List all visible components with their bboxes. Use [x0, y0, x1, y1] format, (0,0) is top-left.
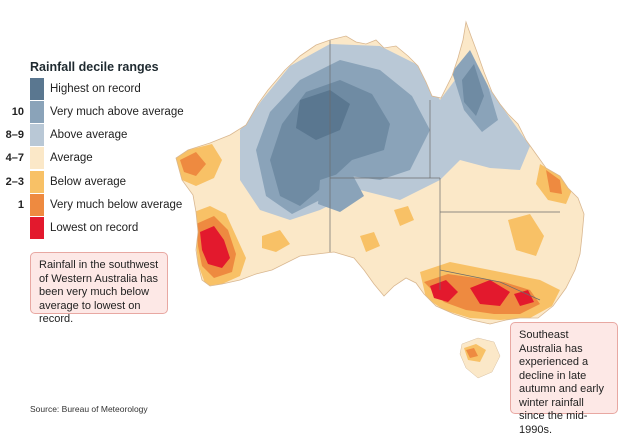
legend-swatch	[30, 194, 44, 216]
legend-item-label: Lowest on record	[50, 222, 139, 234]
australia-rainfall-map	[175, 21, 585, 379]
legend-swatch	[30, 101, 44, 123]
legend-swatch	[30, 147, 44, 169]
source-note: Source: Bureau of Meteorology	[30, 404, 148, 414]
legend-swatch	[30, 78, 44, 100]
legend-swatch	[30, 171, 44, 193]
legend-item-code: 8–9	[5, 129, 24, 141]
legend-item-label: Below average	[50, 176, 127, 188]
legend-swatch	[30, 124, 44, 146]
legend-item-label: Average	[50, 152, 93, 164]
legend-item: Highest on record	[0, 78, 210, 101]
callout-southeast: Southeast Australia has experienced a de…	[510, 322, 618, 436]
legend-item-code: 4–7	[5, 152, 24, 164]
legend-item: Lowest on record	[0, 217, 210, 240]
legend-swatch	[30, 217, 44, 239]
legend-item-label: Highest on record	[50, 83, 141, 95]
legend-item: 1 Very much below average	[0, 194, 210, 217]
rainfall-pattern	[176, 22, 584, 324]
legend-item-label: Very much above average	[50, 106, 184, 118]
legend-item: 2–3 Below average	[0, 171, 210, 194]
callout-southwest: Rainfall in the southwest of Western Aus…	[30, 252, 168, 325]
legend-item-code: 1	[17, 199, 24, 211]
legend-item-label: Above average	[50, 129, 128, 141]
legend-item: 10 Very much above average	[0, 101, 210, 124]
legend-item-code: 2–3	[5, 176, 24, 188]
legend-item: 8–9 Above average	[0, 124, 210, 147]
legend-item-label: Very much below average	[50, 199, 183, 211]
legend-item: 4–7 Average	[0, 147, 210, 170]
legend-item-code: 10	[11, 106, 24, 118]
legend-title: Rainfall decile ranges	[30, 60, 159, 74]
state-borders	[329, 40, 560, 301]
